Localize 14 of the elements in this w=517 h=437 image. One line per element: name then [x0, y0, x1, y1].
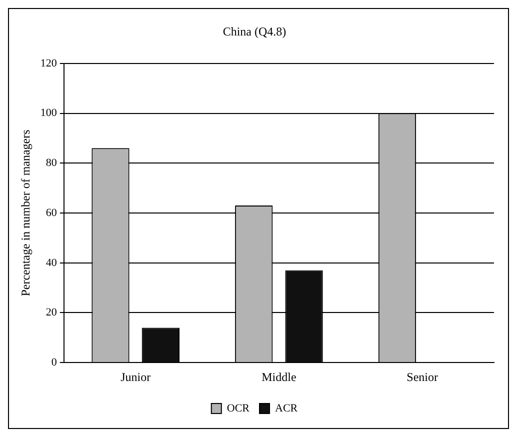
- x-tick-label: Senior: [406, 370, 438, 384]
- x-tick-label: Middle: [262, 370, 296, 384]
- y-tick-label: 80: [46, 157, 58, 170]
- y-tick-label: 40: [46, 256, 58, 269]
- chart-title: China (Q4.8): [222, 24, 286, 38]
- y-tick-label: 0: [51, 356, 58, 368]
- y-axis-title: Percentage in number of managers: [18, 129, 32, 296]
- y-tick-label: 120: [40, 57, 58, 70]
- legend-label: ACR: [275, 402, 298, 414]
- x-tick-label: Junior: [120, 370, 151, 384]
- y-tick-label: 20: [46, 306, 58, 319]
- y-tick-label: 100: [40, 107, 58, 120]
- legend-label: OCR: [226, 402, 250, 414]
- y-tick-label: 60: [46, 206, 58, 219]
